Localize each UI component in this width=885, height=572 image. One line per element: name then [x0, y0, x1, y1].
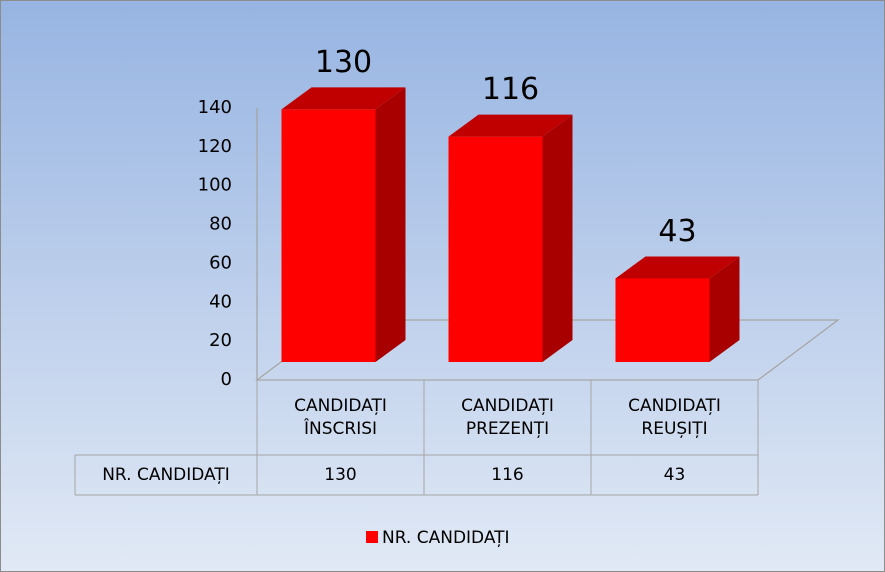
bar-side [709, 256, 740, 362]
category-label: CANDIDAȚI REUȘIȚI [628, 395, 721, 439]
table-value: 43 [663, 464, 686, 485]
bar-top [281, 87, 406, 110]
y-tick-label: 100 [198, 175, 232, 196]
y-tick-label: 120 [198, 136, 232, 157]
category-label: CANDIDAȚI ÎNSCRISI [294, 395, 387, 439]
data-label: 130 [315, 45, 372, 80]
data-label: 43 [658, 214, 696, 249]
bar-top [615, 256, 740, 279]
bar-side [542, 114, 573, 362]
bar-side [375, 87, 406, 362]
legend-swatch [366, 531, 378, 543]
table-value: 116 [491, 464, 524, 485]
y-tick-label: 140 [198, 97, 232, 118]
legend-label: NR. CANDIDAȚI [382, 528, 510, 548]
bar [281, 109, 376, 362]
bar [448, 136, 543, 362]
table-value: 130 [324, 464, 357, 485]
y-tick-label: 40 [209, 291, 232, 312]
y-tick-label: 60 [209, 252, 232, 273]
bar-top [448, 114, 573, 137]
y-tick-label: 20 [209, 330, 232, 351]
bar [615, 278, 710, 362]
table-row-header: NR. CANDIDAȚI [102, 464, 230, 485]
data-label: 116 [482, 72, 539, 107]
y-tick-label: 80 [209, 214, 232, 235]
category-label: CANDIDAȚI PREZENȚI [461, 395, 554, 439]
y-tick-label: 0 [221, 369, 232, 390]
